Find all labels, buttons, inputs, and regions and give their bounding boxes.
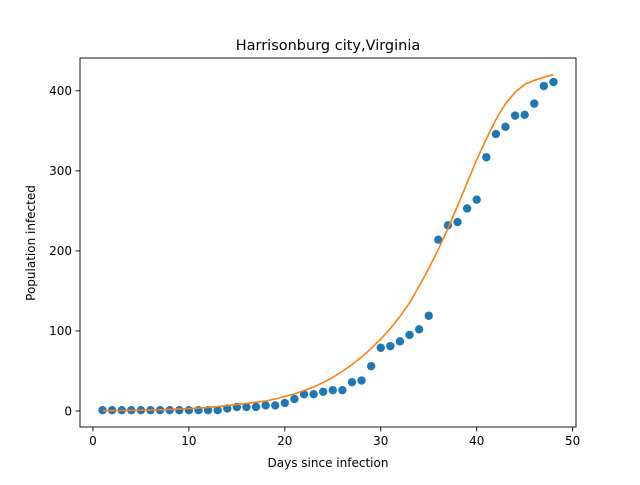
data-point [530,99,539,108]
data-point [338,385,347,395]
data-point [434,235,443,244]
x-tick-label: 0 [89,434,97,448]
data-point [347,377,357,387]
y-tick-label: 300 [49,164,72,178]
data-point [376,343,385,352]
data-point [491,129,501,139]
data-point [251,402,261,412]
data-point [453,217,462,227]
data-point [539,81,549,91]
data-point [405,330,414,340]
y-tick-label: 200 [49,244,72,258]
data-point [271,401,280,410]
data-point [290,394,299,404]
y-axis-label: Population infected [24,185,38,301]
data-point [501,122,510,132]
data-point [319,387,328,396]
data-point [357,376,366,385]
data-point [280,398,290,408]
data-point [472,195,481,204]
y-tick-label: 100 [49,324,72,338]
x-tick-label: 30 [373,434,388,448]
y-tick-label: 0 [64,404,72,418]
data-point [386,341,395,351]
x-tick-label: 10 [181,434,196,448]
data-point [184,405,194,415]
chart-title: Harrisonburg city,Virginia [236,38,421,54]
data-point [309,389,318,399]
x-tick-label: 40 [469,434,484,448]
x-tick-label: 50 [565,434,580,448]
fit-curve-line [102,74,554,412]
data-point [424,311,433,320]
data-point [98,405,107,415]
data-point [242,402,251,412]
data-point [395,337,405,346]
series-layer [98,74,558,415]
data-point [549,77,558,87]
data-point [462,204,472,213]
data-point [510,111,520,120]
data-point [482,153,491,162]
data-point [328,385,337,395]
data-point [261,401,270,410]
data-point [520,110,529,120]
data-point [366,361,376,371]
data-point [414,325,424,334]
x-axis-label: Days since infection [268,456,389,470]
axes-layer: 0 10 20 30 40 50 0 100 200 300 400 [49,57,580,448]
plot-frame [79,57,577,428]
x-tick-label: 20 [277,434,292,448]
data-point [175,405,184,415]
y-tick-label: 400 [49,84,72,98]
data-point [213,405,222,415]
